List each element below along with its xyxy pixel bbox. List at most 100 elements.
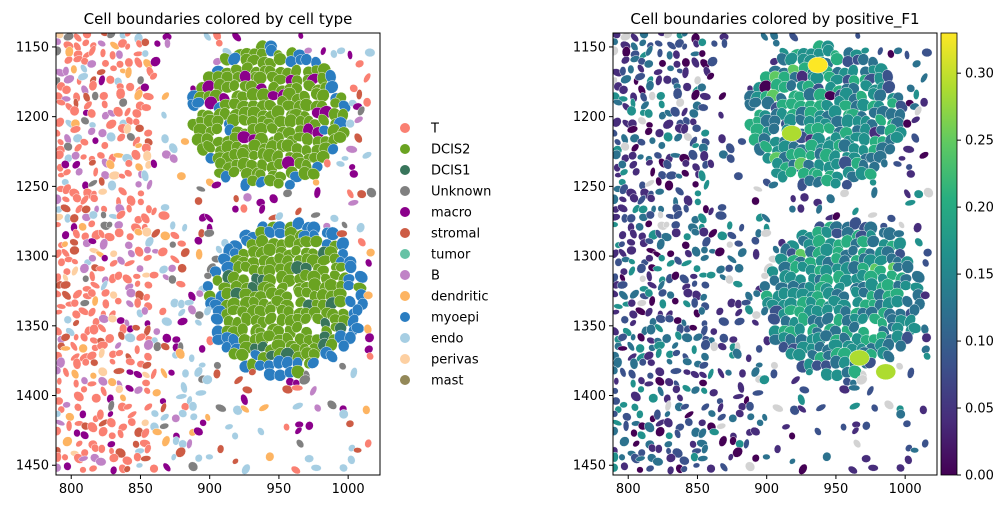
cell-dendritic [366, 248, 376, 257]
cell-endo [80, 64, 88, 73]
legend-marker-t [400, 123, 410, 133]
cell-value [717, 111, 725, 120]
cell-macro [150, 159, 158, 169]
cell-t [79, 138, 89, 146]
cell-value [613, 451, 619, 463]
cell-value [613, 419, 623, 427]
cell-value [684, 417, 694, 427]
cell-t [169, 255, 180, 264]
cell-value [751, 236, 760, 246]
cell-value [630, 33, 639, 43]
cell-stromal [242, 385, 253, 394]
cell-value [626, 105, 637, 117]
cell-t [81, 232, 90, 241]
cell-b [56, 37, 62, 46]
cell-b [62, 66, 70, 76]
y-tick-label: 1400 [16, 389, 49, 404]
cell-value [637, 430, 647, 440]
cell-unknown [341, 221, 348, 229]
colorbar-tick-label: 0.00 [965, 469, 994, 484]
cell-t [73, 333, 79, 341]
cell-value [613, 410, 619, 418]
cell-unknown [366, 187, 377, 198]
cell-macro [162, 462, 172, 472]
cell-value [613, 194, 619, 205]
cell-missing [663, 33, 673, 39]
cell-t [362, 97, 372, 108]
cell-b [242, 192, 253, 202]
x-tick-label: 950 [824, 482, 849, 497]
cell-perivas [71, 266, 79, 276]
cell-endo [341, 155, 349, 162]
cell-value [735, 409, 745, 418]
cell-value [654, 188, 665, 196]
cell-myoepi [263, 367, 277, 382]
cell-value [613, 365, 619, 375]
cell-t [140, 212, 151, 224]
cell-value [841, 179, 853, 191]
cell-high-value [849, 349, 870, 367]
cell-stromal [336, 229, 348, 238]
cell-value [620, 315, 629, 324]
cell-unknown [56, 46, 62, 56]
cell-macro [194, 236, 203, 246]
cell-endo [160, 133, 170, 144]
cell-value [856, 98, 871, 112]
cell-value [923, 248, 933, 257]
y-tick-label: 1200 [573, 110, 606, 125]
cell-t [291, 384, 304, 392]
cell-value [662, 119, 674, 130]
cell-endo [124, 332, 136, 343]
cell-value [826, 193, 836, 204]
cell-value [715, 265, 726, 274]
cell-t [106, 417, 117, 428]
cell-value [902, 119, 912, 129]
cell-missing [772, 403, 784, 413]
cell-value [648, 443, 657, 453]
cell-value [726, 220, 733, 230]
cell-value [901, 260, 914, 274]
cell-value [626, 213, 636, 223]
cell-b [56, 194, 62, 205]
cell-b [171, 414, 181, 423]
legend-label-dcis2: DCIS2 [431, 143, 470, 158]
cell-macro [101, 254, 109, 262]
cell-dendritic [107, 377, 117, 387]
cell-value [636, 466, 644, 474]
cell-value [788, 432, 796, 440]
cell-value [884, 143, 896, 155]
cell-value [618, 240, 626, 248]
cell-endo [72, 133, 83, 143]
cell-value [655, 176, 663, 187]
cell-endo [189, 412, 198, 421]
cell-value [921, 438, 929, 449]
cell-perivas [97, 366, 108, 377]
cell-macro [349, 169, 359, 179]
cell-value [698, 379, 708, 387]
cell-t [215, 39, 224, 47]
cell-value [671, 271, 680, 281]
cell-value [683, 232, 692, 241]
cell-t [96, 151, 106, 160]
cell-stromal [281, 384, 293, 394]
cell-value [620, 74, 632, 84]
cell-endo [177, 299, 186, 309]
cell-b [79, 263, 90, 274]
cell-value [628, 266, 636, 276]
cell-t [56, 451, 62, 463]
cell-endo [169, 220, 176, 230]
cell-value [896, 463, 905, 473]
cell-macro [269, 193, 279, 204]
cell-value [799, 385, 810, 394]
cell-value [666, 65, 675, 72]
cell-value [892, 160, 903, 168]
cell-value [663, 417, 674, 428]
cell-t [123, 259, 136, 267]
cell-stromal [131, 324, 141, 332]
cell-endo [347, 455, 356, 465]
cell-value [820, 367, 834, 382]
cell-value [699, 92, 712, 101]
cell-value [672, 49, 681, 60]
cell-macro [187, 291, 197, 302]
cell-endo [362, 151, 372, 160]
